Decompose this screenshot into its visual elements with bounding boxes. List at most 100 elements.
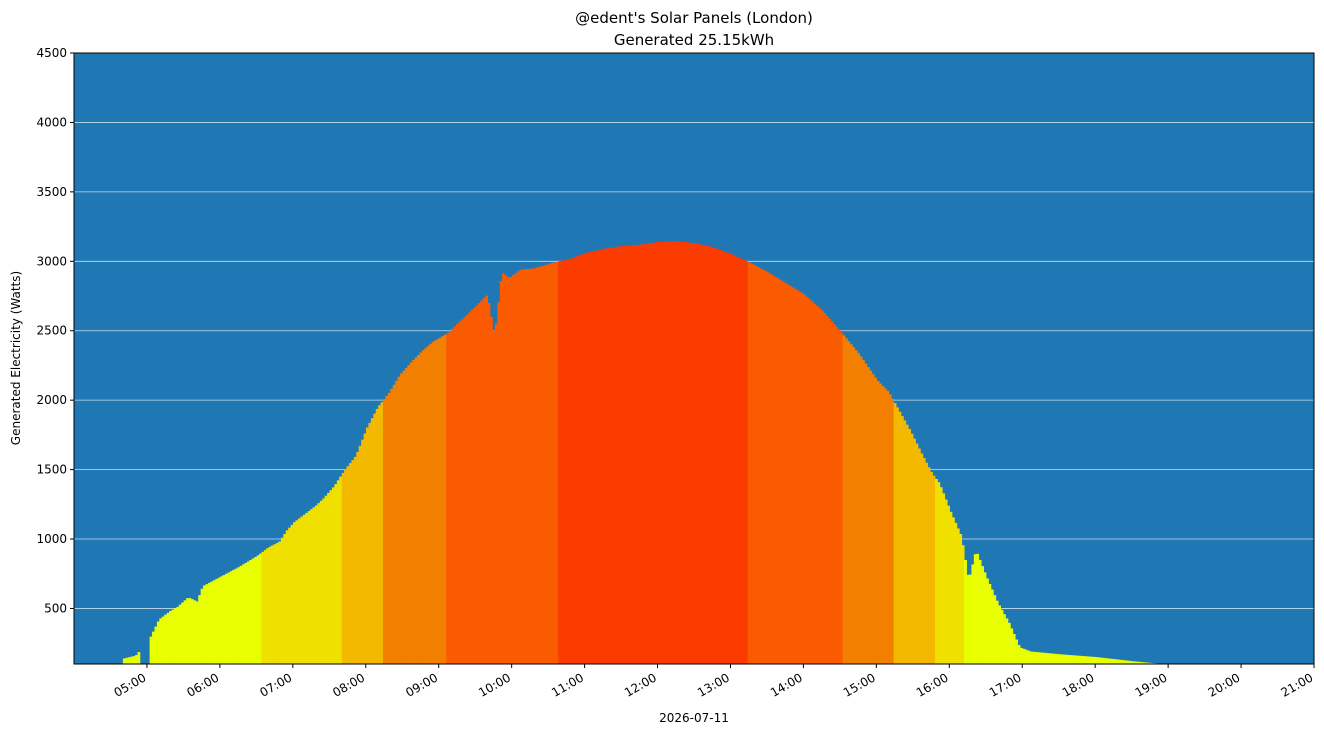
generation-bar <box>978 560 982 664</box>
y-tick-label: 4500 <box>36 46 67 60</box>
generation-bar <box>954 522 958 664</box>
generation-bar <box>677 241 681 665</box>
generation-bar <box>434 340 437 664</box>
generation-bar <box>205 584 209 664</box>
x-tick-label: 19:00 <box>1133 670 1170 699</box>
generation-bar <box>215 578 219 664</box>
generation-bar <box>769 274 773 664</box>
generation-bar <box>803 294 807 664</box>
generation-bar <box>689 242 693 664</box>
x-tick-label: 10:00 <box>476 670 513 699</box>
generation-bar <box>302 514 306 664</box>
generation-bar <box>558 261 561 664</box>
x-tick-label: 12:00 <box>622 670 659 699</box>
generation-bar <box>623 245 627 665</box>
generation-bar <box>531 268 535 664</box>
generation-bar <box>939 487 943 664</box>
generation-bar <box>584 252 588 665</box>
generation-bar <box>1078 655 1082 664</box>
generation-bar <box>548 263 552 664</box>
generation-bar <box>524 269 527 664</box>
generation-bar <box>533 268 537 664</box>
generation-bar <box>837 329 841 664</box>
generation-bar <box>849 344 853 664</box>
generation-bar <box>480 300 484 664</box>
generation-bar <box>1073 655 1077 664</box>
generation-bar <box>446 333 450 664</box>
generation-bar <box>212 580 216 664</box>
generation-bar <box>164 614 168 664</box>
generation-bar <box>810 301 814 664</box>
generation-bar <box>998 605 1001 664</box>
generation-bar <box>932 475 936 664</box>
generation-bar <box>392 384 396 664</box>
generation-bar <box>699 244 702 664</box>
generation-bar <box>740 258 744 664</box>
generation-bar <box>1027 650 1031 664</box>
y-tick-label: 2500 <box>36 324 67 338</box>
generation-bar <box>482 298 486 664</box>
generation-bar <box>468 312 471 664</box>
x-tick-label: 15:00 <box>841 670 878 699</box>
generation-bar <box>650 242 654 665</box>
generation-bar <box>1131 661 1135 664</box>
generation-bar <box>993 595 997 664</box>
generation-bar <box>947 505 950 664</box>
generation-bar <box>324 495 328 664</box>
generation-bar <box>913 438 916 664</box>
generation-bar <box>757 267 761 664</box>
generation-bar <box>866 366 870 664</box>
generation-bar <box>759 268 763 664</box>
generation-bar <box>1134 661 1138 664</box>
generation-bar <box>550 262 554 664</box>
generation-bar <box>1066 654 1070 664</box>
x-tick-label: 14:00 <box>768 670 805 699</box>
generation-bar <box>601 249 605 665</box>
generation-bar <box>203 585 206 664</box>
generation-bar <box>881 385 885 664</box>
generation-bar <box>905 424 909 664</box>
generation-bar <box>643 244 647 664</box>
generation-bar <box>934 478 938 664</box>
generation-bar <box>745 261 749 664</box>
generation-bar <box>825 315 829 664</box>
generation-bar <box>638 244 642 664</box>
generation-bar <box>224 573 228 664</box>
generation-bar <box>713 247 717 664</box>
generation-bar <box>1058 654 1062 664</box>
x-tick-label: 20:00 <box>1206 670 1243 699</box>
generation-bar <box>570 258 574 664</box>
generation-bar <box>1114 659 1118 664</box>
generation-bar <box>127 657 131 664</box>
generation-bar <box>735 256 739 664</box>
generation-bar <box>956 528 960 664</box>
generation-bar <box>242 564 245 664</box>
generation-bar <box>922 458 926 664</box>
generation-bar <box>776 278 780 664</box>
generation-bar <box>587 252 591 664</box>
generation-bar <box>288 527 292 664</box>
generation-bar <box>767 272 771 664</box>
y-tick-label: 3500 <box>36 185 67 199</box>
generation-bar <box>251 558 255 664</box>
generation-bar <box>207 582 211 664</box>
generation-bar <box>200 588 204 664</box>
generation-bar <box>898 411 902 664</box>
generation-bar <box>132 656 136 664</box>
generation-bar <box>626 245 629 664</box>
generation-bar <box>959 534 963 664</box>
y-tick-label: 2000 <box>36 393 67 407</box>
generation-bar <box>443 334 447 664</box>
generation-bar <box>917 448 921 664</box>
generation-bar <box>1110 658 1113 664</box>
y-tick-label: 1000 <box>36 532 67 546</box>
generation-bar <box>154 626 158 664</box>
generation-bar <box>305 512 309 664</box>
generation-bar <box>276 542 279 664</box>
generation-bar <box>317 503 321 664</box>
generation-bar <box>655 242 659 665</box>
generation-bar <box>796 290 800 664</box>
generation-bar <box>293 522 296 664</box>
x-tick-label: 21:00 <box>1279 670 1316 699</box>
generation-bar <box>188 598 192 664</box>
